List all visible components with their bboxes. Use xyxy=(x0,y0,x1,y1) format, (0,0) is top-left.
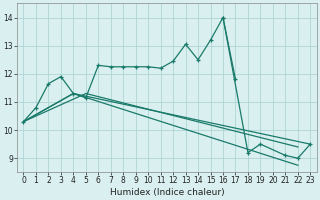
X-axis label: Humidex (Indice chaleur): Humidex (Indice chaleur) xyxy=(109,188,224,197)
